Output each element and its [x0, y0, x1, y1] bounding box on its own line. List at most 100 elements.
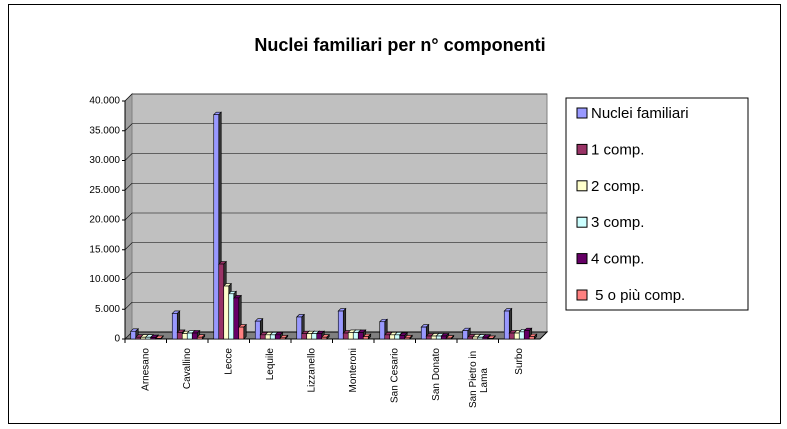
- bar: [352, 332, 359, 340]
- bar: [389, 334, 396, 340]
- y-tick-label: 15.000: [89, 244, 120, 255]
- bar: [362, 336, 369, 340]
- bar: [181, 333, 188, 340]
- bar: [150, 337, 157, 340]
- x-tick-label: San Donato: [431, 348, 442, 401]
- bar: [269, 334, 276, 340]
- bar: [379, 321, 386, 340]
- bar: [347, 332, 354, 340]
- bar: [196, 336, 203, 340]
- bar: [171, 313, 178, 340]
- bar: [472, 336, 479, 340]
- bar: [176, 332, 183, 340]
- legend-label: 4 comp.: [591, 251, 644, 268]
- bar: [404, 337, 411, 340]
- bar: [228, 293, 235, 340]
- legend-swatch: [576, 289, 588, 301]
- bar: [357, 332, 364, 340]
- legend-swatch: [576, 253, 588, 265]
- x-tick-label: Arnesano: [140, 348, 151, 391]
- bar: [238, 326, 245, 340]
- legend-box: [565, 97, 749, 311]
- grid-line: [124, 123, 547, 131]
- bar: [274, 334, 281, 340]
- bar: [155, 338, 162, 340]
- y-tick-label: 0: [114, 334, 120, 345]
- bar: [503, 310, 510, 340]
- bar: [279, 337, 286, 340]
- legend-label: 2 comp.: [591, 178, 644, 195]
- y-tick-label: 35.000: [89, 125, 120, 136]
- y-tick-label: 20.000: [89, 215, 120, 226]
- x-tick-label: Monteroni: [348, 348, 359, 392]
- bar: [321, 336, 328, 340]
- x-tick-label-line: San Pietro in: [467, 348, 478, 408]
- bar: [420, 326, 427, 340]
- bar: [445, 337, 452, 340]
- bar: [130, 330, 137, 340]
- grid-line: [124, 272, 547, 280]
- bar: [301, 333, 308, 340]
- bar: [425, 335, 432, 340]
- bar: [508, 332, 515, 340]
- x-tick-label: Surbo: [514, 348, 525, 375]
- bar: [233, 297, 240, 340]
- bar: [316, 333, 323, 340]
- legend-label: 1 comp.: [591, 141, 644, 158]
- bar: [223, 285, 230, 340]
- bar: [477, 336, 484, 340]
- bar: [399, 335, 406, 340]
- grid-line: [124, 182, 547, 191]
- legend-swatch: [576, 107, 588, 119]
- legend-label: Nuclei familiari: [591, 105, 689, 122]
- legend-label: 3 comp.: [591, 214, 644, 231]
- x-tick-label: San Cesario: [389, 348, 400, 403]
- bar: [145, 336, 152, 340]
- bar: [513, 332, 520, 340]
- bar: [337, 310, 344, 340]
- bar: [213, 114, 220, 340]
- bar-side: [243, 323, 247, 340]
- bar: [430, 335, 437, 340]
- bar: [311, 333, 318, 340]
- legend-swatch: [576, 216, 588, 228]
- chart-title: Nuclei familiari per n° componenti: [254, 35, 545, 55]
- grid-line: [124, 153, 547, 161]
- bar: [135, 336, 142, 340]
- bar: [467, 336, 474, 340]
- bar: [191, 332, 198, 340]
- bar: [259, 334, 266, 340]
- x-tick-label-line: Lama: [478, 368, 489, 393]
- bar: [394, 334, 401, 340]
- bar: [384, 334, 391, 340]
- bar: [306, 333, 313, 340]
- legend-label: 5 o più comp.: [591, 287, 685, 304]
- bar: [440, 335, 447, 340]
- y-tick-label: 40.000: [89, 96, 120, 107]
- bar: [186, 332, 193, 340]
- y-tick-label: 25.000: [89, 185, 120, 196]
- bar: [264, 334, 271, 340]
- bar: [482, 336, 489, 340]
- bar: [523, 330, 530, 340]
- legend-swatch: [576, 143, 588, 155]
- bar: [140, 336, 147, 340]
- grid-line: [124, 93, 547, 102]
- grid-line: [124, 212, 547, 221]
- x-tick-label: Lecce: [223, 348, 234, 375]
- bar: [342, 332, 349, 340]
- y-tick-label: 5.000: [95, 304, 120, 315]
- grid-line: [124, 301, 547, 310]
- legend-swatch: [576, 180, 588, 192]
- bar: [218, 263, 225, 340]
- bar: [462, 330, 469, 340]
- bar: [528, 336, 535, 340]
- x-tick-label: Lizzanello: [306, 348, 317, 393]
- y-tick-label: 30.000: [89, 155, 120, 166]
- y-tick-label: 10.000: [89, 274, 120, 285]
- x-tick-label: San Pietro in Lama: [467, 348, 489, 408]
- bar: [254, 320, 261, 340]
- bar: [435, 335, 442, 340]
- bar: [518, 331, 525, 340]
